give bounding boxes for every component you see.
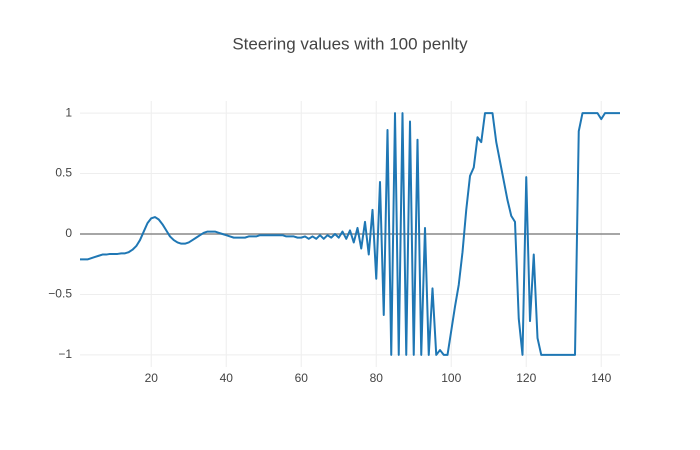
x-tick-label: 60 xyxy=(295,371,309,385)
x-tick-label: 20 xyxy=(145,371,159,385)
x-tick-label: 100 xyxy=(441,371,461,385)
y-tick-label: 0.5 xyxy=(55,166,72,180)
y-tick-label: −0.5 xyxy=(48,287,72,301)
y-tick-label: 1 xyxy=(65,105,72,119)
x-tick-label: 80 xyxy=(370,371,384,385)
x-tick-label: 40 xyxy=(220,371,234,385)
x-tick-label: 120 xyxy=(516,371,536,385)
x-tick-label: 140 xyxy=(591,371,611,385)
data-line xyxy=(80,112,620,356)
y-tick-label: −1 xyxy=(58,347,72,361)
chart-title: Steering values with 100 penlty xyxy=(232,34,468,53)
y-tick-label: 0 xyxy=(65,226,72,240)
